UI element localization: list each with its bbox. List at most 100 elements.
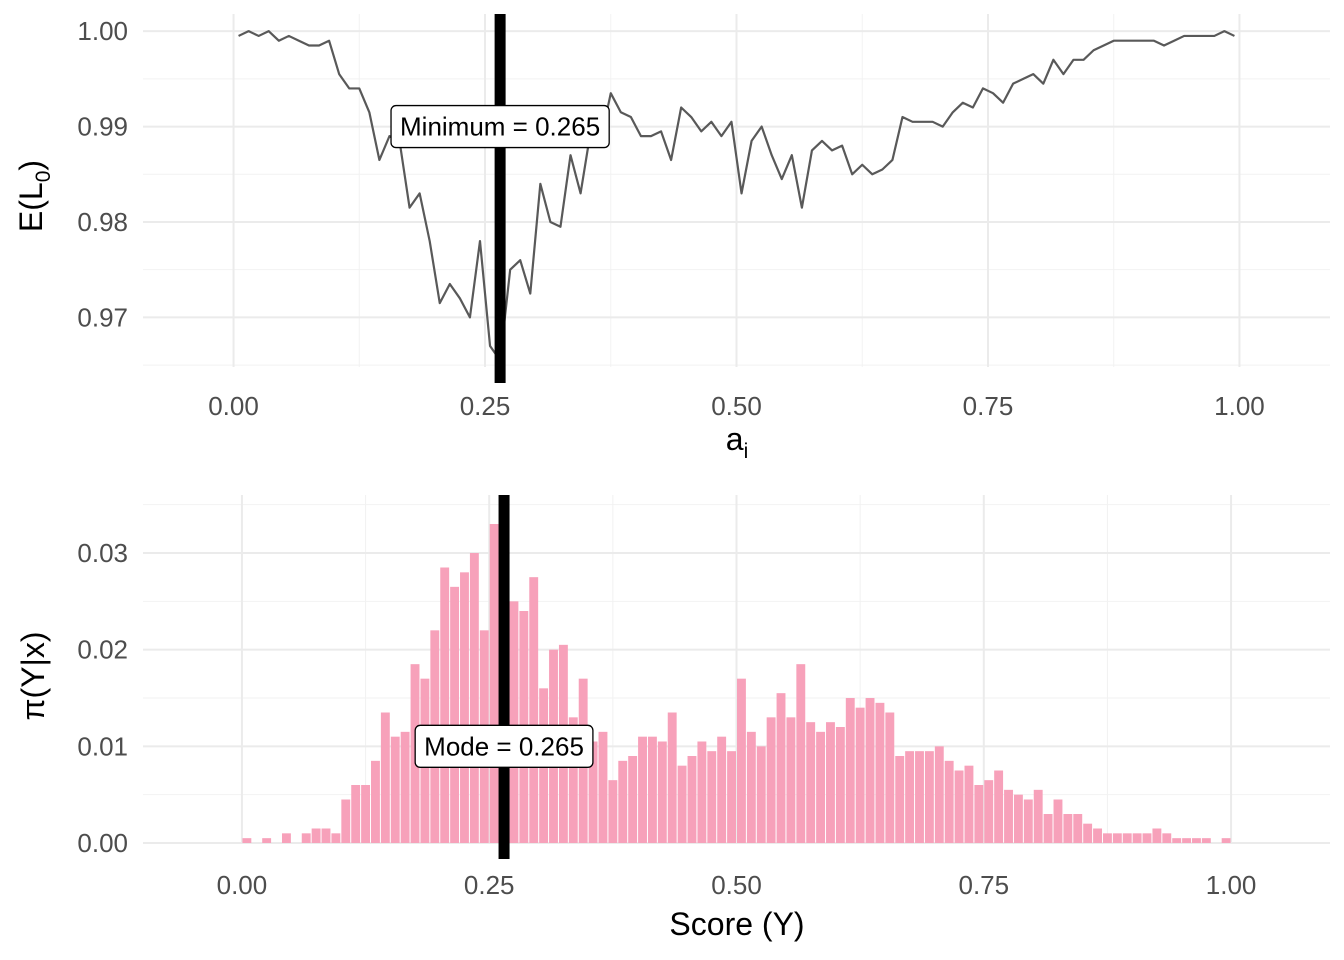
histogram-bar [994, 770, 1004, 843]
bottom-panel-annotation-group: Mode = 0.265 [414, 724, 594, 768]
histogram-bar [440, 567, 450, 843]
histogram-bar [756, 746, 766, 843]
top-panel-annotation-group: Minimum = 0.265 [390, 104, 610, 149]
histogram-bar [845, 698, 855, 843]
histogram-bar [242, 838, 252, 843]
histogram-bar [885, 712, 895, 843]
histogram-bar [568, 717, 578, 843]
top-x-tick-label: 1.00 [1214, 391, 1265, 421]
histogram-bar [1172, 838, 1182, 843]
histogram-bar [460, 572, 469, 843]
histogram-bar [450, 586, 460, 843]
top-y-tick-label: 0.99 [77, 112, 128, 142]
bottom-x-tick-label: 1.00 [1206, 870, 1257, 900]
histogram-bar [924, 751, 934, 843]
histogram-bar [628, 756, 638, 843]
bottom-panel-y-tick-labels: 0.00 0.01 0.02 0.03 [77, 538, 128, 858]
top-y-tick-label: 1.00 [77, 16, 128, 46]
histogram-bar [697, 741, 707, 843]
top-y-axis-title-sub: 0 [32, 171, 55, 183]
histogram-bar [321, 828, 331, 843]
bottom-y-tick-label: 0.02 [77, 635, 128, 665]
histogram-bar [915, 751, 924, 843]
histogram-bar [1152, 828, 1162, 843]
top-panel-y-tick-labels: 0.97 0.98 0.99 1.00 [77, 16, 128, 332]
histogram-bar [865, 698, 875, 843]
histogram-bar [737, 678, 746, 843]
histogram-bar [796, 664, 806, 843]
top-panel-grid [143, 14, 1330, 367]
top-x-tick-label: 0.75 [963, 391, 1014, 421]
histogram-bar [1083, 823, 1093, 843]
histogram-bar [835, 727, 845, 843]
top-panel-line-chart: Minimum = 0.265 0.97 0.98 0.99 1.00 0.00 0.2… [13, 14, 1330, 463]
top-series-line [238, 30, 1235, 362]
histogram-bar [677, 765, 687, 843]
top-x-axis-title: ai [726, 421, 748, 463]
histogram-bar [717, 736, 727, 843]
histogram-bar [1004, 789, 1013, 843]
histogram-bar [371, 760, 380, 843]
histogram-bar [905, 751, 915, 843]
bottom-annotation-label: Mode = 0.265 [424, 731, 584, 761]
histogram-bar [1162, 833, 1172, 843]
histogram-bar [598, 731, 608, 843]
top-y-axis-title: E(L0) [13, 160, 55, 232]
histogram-bar [361, 785, 371, 843]
histogram-bar [1013, 794, 1023, 843]
histogram-bar [588, 741, 598, 843]
top-annotation-box [390, 104, 610, 149]
histogram-bar [1221, 838, 1231, 843]
histogram-bar [638, 736, 647, 843]
histogram-bar [1182, 838, 1192, 843]
histogram-bar [529, 577, 539, 843]
histogram-bar [984, 780, 994, 843]
histogram-bar [1201, 838, 1211, 843]
top-x-axis-title-sub: i [744, 440, 749, 463]
top-y-tick-label: 0.98 [77, 207, 128, 237]
top-x-tick-label: 0.25 [460, 391, 511, 421]
top-panel-series [238, 30, 1235, 362]
histogram-bar [826, 722, 835, 843]
histogram-bar [618, 760, 628, 843]
histogram-bar [746, 731, 756, 843]
bottom-y-tick-label: 0.00 [77, 828, 128, 858]
histogram-bar [1073, 814, 1083, 843]
top-y-axis-title-close: ) [13, 160, 49, 171]
bottom-y-tick-label: 0.01 [77, 731, 128, 761]
histogram-bar [964, 765, 974, 843]
bottom-y-tick-label: 0.03 [77, 538, 128, 568]
histogram-bar [1023, 799, 1033, 843]
histogram-bar [974, 785, 984, 843]
histogram-bar [1112, 833, 1122, 843]
histogram-bar [1192, 838, 1201, 843]
histogram-bar [311, 828, 321, 843]
histogram-bar [687, 756, 697, 843]
histogram-bar [469, 553, 479, 843]
bottom-panel-grid [143, 495, 1330, 844]
bottom-x-axis-title: Score (Y) [669, 906, 804, 942]
histogram-bar [390, 736, 400, 843]
histogram-bar [262, 838, 272, 843]
histogram-bar [331, 833, 341, 843]
bottom-x-tick-label: 0.50 [711, 870, 762, 900]
histogram-bar [786, 717, 796, 843]
histogram-bar [647, 736, 657, 843]
bottom-x-tick-label: 0.25 [464, 870, 515, 900]
bottom-x-tick-label: 0.75 [958, 870, 1009, 900]
histogram-bar [400, 731, 410, 843]
histogram-bar [489, 524, 499, 843]
histogram-bar [816, 731, 826, 843]
histogram-bar [855, 707, 865, 843]
histogram-bar [301, 833, 311, 843]
bottom-annotation-box [414, 724, 594, 768]
top-x-tick-label: 0.00 [208, 391, 259, 421]
histogram-bar [341, 799, 351, 843]
top-y-axis-title-base: E(L [13, 182, 49, 232]
histogram-bar [1093, 828, 1102, 843]
histogram-bar [944, 760, 954, 843]
bottom-panel-histogram: Mode = 0.265 0.00 0.01 0.02 0.03 0.00 0.25 0.… [15, 495, 1330, 942]
histogram-bar [895, 756, 905, 843]
histogram-bar [281, 833, 291, 843]
histogram-bar [875, 702, 885, 843]
